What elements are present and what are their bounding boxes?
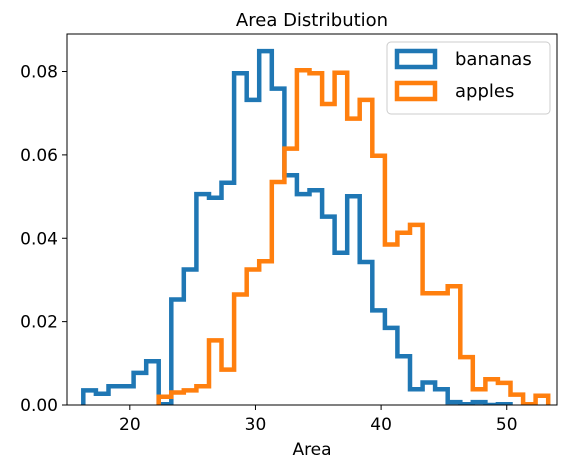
y-axis: 0.00 0.02 0.04 0.06 0.08 bbox=[20, 63, 67, 416]
y-tick-label: 0.00 bbox=[20, 396, 58, 416]
legend-swatch-bananas bbox=[394, 48, 438, 70]
legend-swatch-apples bbox=[394, 80, 438, 102]
x-tick-label: 30 bbox=[245, 415, 267, 435]
series-layer bbox=[81, 48, 551, 405]
x-tick-label: 50 bbox=[496, 415, 518, 435]
series-apples-histogram bbox=[156, 68, 551, 405]
x-axis: 20 30 40 50 bbox=[119, 405, 518, 435]
y-tick-label: 0.04 bbox=[20, 229, 58, 249]
x-axis-label: Area bbox=[292, 440, 331, 460]
legend-label-apples: apples bbox=[455, 81, 514, 102]
legend-box bbox=[386, 41, 551, 115]
series-bananas-histogram bbox=[81, 48, 513, 405]
x-tick-label: 40 bbox=[370, 415, 392, 435]
legend-label-bananas: bananas bbox=[455, 49, 532, 70]
legend: bananas apples bbox=[386, 41, 551, 115]
x-tick-label: 20 bbox=[119, 415, 141, 435]
chart-title: Area Distribution bbox=[236, 10, 388, 31]
y-tick-label: 0.02 bbox=[20, 313, 58, 333]
y-tick-label: 0.06 bbox=[20, 146, 58, 166]
plot-frame bbox=[66, 33, 558, 406]
y-tick-label: 0.08 bbox=[20, 63, 58, 83]
